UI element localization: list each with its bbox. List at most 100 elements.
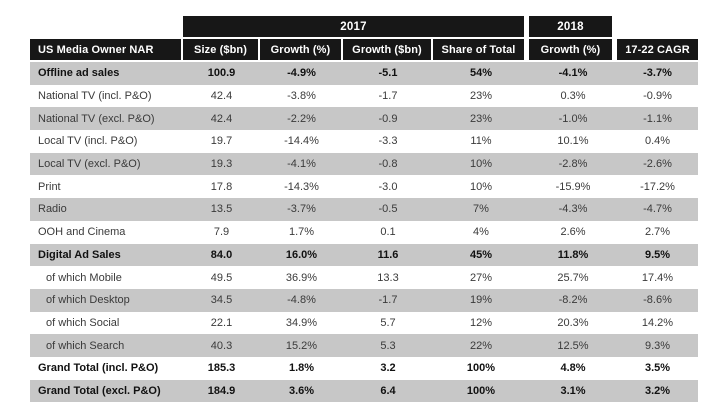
cell: 3.2 [380, 362, 396, 375]
cell: -4.1% [558, 67, 588, 80]
cell: 100.9 [207, 67, 236, 80]
cell: 45% [469, 248, 493, 261]
column-header-growth-pct-2017: Growth (%) [260, 39, 341, 60]
row-label: OOH and Cinema [38, 226, 126, 239]
cell: -8.2% [558, 294, 588, 307]
cell: 9.5% [644, 248, 671, 261]
row-label: of which Search [46, 339, 125, 352]
row-label: Local TV (excl. P&O) [38, 158, 141, 171]
cell: -2.6% [643, 158, 672, 171]
year-band-spacer [30, 16, 183, 37]
table-row: Radio 13.5 -3.7% -0.5 7% -4.3% -4.7% [30, 198, 698, 221]
cell: -0.5 [378, 203, 398, 216]
cell: 1.7% [288, 226, 315, 239]
cell: -15.9% [555, 180, 591, 193]
cell: -4.9% [287, 67, 316, 80]
table-row: Local TV (excl. P&O) 19.3 -4.1% -0.8 10% -2.8… [30, 152, 698, 176]
cell: 3.2% [644, 384, 671, 397]
table-row: Grand Total (excl. P&O) 184.9 3.6% 6.4 100% 3… [30, 379, 698, 403]
cell: 22.1 [210, 316, 233, 329]
cell: 13.3 [377, 271, 399, 284]
row-label: of which Desktop [46, 294, 130, 307]
cell: 14.2% [641, 316, 674, 329]
cell: 184.9 [207, 384, 236, 397]
column-header-growth-pct-2018: Growth (%) [529, 39, 612, 60]
cell: 19% [469, 294, 493, 307]
row-label: National TV (excl. P&O) [38, 112, 155, 125]
cell: 17.8 [210, 180, 233, 193]
year-band-2018-label: 2018 [557, 20, 584, 33]
table-row: OOH and Cinema 7.9 1.7% 0.1 4% 2.6% 2.7% [30, 220, 698, 244]
cell: 15.2% [285, 339, 318, 352]
table-row: of which Mobile 49.5 36.9% 13.3 27% 25.7% 17.4… [30, 266, 698, 289]
cell: 34.5 [210, 294, 233, 307]
table-row: Digital Ad Sales 84.0 16.0% 11.6 45% 11.8% 9.5… [30, 243, 698, 267]
cell: 5.3 [380, 339, 396, 352]
year-band-2017: 2017 [183, 16, 524, 37]
cell: 100% [466, 384, 496, 397]
cell: 11% [470, 135, 492, 148]
cell: 3.6% [288, 384, 315, 397]
cell: 23% [469, 90, 493, 103]
cell: 12.5% [557, 339, 589, 352]
cell: -1.7 [378, 90, 398, 103]
cell: 25.7% [557, 271, 589, 284]
cell: -0.9 [378, 112, 398, 125]
row-label: Digital Ad Sales [38, 248, 121, 261]
cell: 100% [466, 362, 496, 375]
cell: -3.0 [378, 180, 398, 193]
cell: 0.3% [560, 90, 586, 103]
cell: 3.1% [560, 384, 586, 397]
cell: -5.1 [378, 67, 398, 80]
cell: -14.3% [284, 180, 319, 193]
cell: 1.8% [288, 362, 315, 375]
cell: -3.8% [287, 90, 316, 103]
cell: -4.3% [558, 203, 588, 216]
media-owner-nar-table: 2017 2018 US Media Owner NAR Size ($bn) … [30, 16, 698, 403]
table-row: Grand Total (incl. P&O) 185.3 1.8% 3.2 100% 4… [30, 356, 698, 380]
cell: -1.1% [643, 112, 672, 125]
row-label: National TV (incl. P&O) [38, 90, 152, 103]
cell: 185.3 [207, 362, 236, 375]
cell: -1.7 [378, 294, 398, 307]
row-label: Radio [38, 203, 67, 216]
table-row: of which Social 22.1 34.9% 5.7 12% 20.3% 14.2% [30, 311, 698, 335]
cell: -2.8% [558, 158, 588, 171]
row-label: Print [38, 180, 61, 193]
cell: 7.9 [213, 226, 230, 239]
cell: -4.8% [287, 294, 316, 307]
cell: 10% [469, 180, 493, 193]
cell: -0.8 [378, 158, 398, 171]
table-row: National TV (excl. P&O) 42.4 -2.2% -0.9 23% -… [30, 107, 698, 131]
column-header-growth-bn: Growth ($bn) [343, 39, 431, 60]
cell: 36.9% [285, 271, 318, 284]
cell: 13.5 [210, 203, 233, 216]
cell: 42.4 [210, 90, 233, 103]
column-header-cagr: 17-22 CAGR [617, 39, 698, 60]
cell: 6.4 [380, 384, 396, 397]
cell: 40.3 [210, 339, 233, 352]
cell: 19.3 [210, 158, 233, 171]
cell: 16.0% [285, 248, 318, 261]
column-header-title: US Media Owner NAR [30, 39, 181, 60]
cell: 0.4% [644, 135, 671, 148]
cell: -1.0% [558, 112, 588, 125]
table-body: Offline ad sales 100.9 -4.9% -5.1 54% -4.1% -3… [30, 62, 698, 403]
cell: 2.6% [560, 226, 586, 239]
cell: -2.2% [287, 112, 316, 125]
cell: 19.7 [210, 135, 233, 148]
cell: 12% [469, 316, 493, 329]
cell: -14.4% [284, 135, 319, 148]
row-label: Offline ad sales [38, 67, 120, 80]
table-row: of which Search 40.3 15.2% 5.3 22% 12.5% 9.3% [30, 334, 698, 357]
year-band-2018: 2018 [529, 16, 612, 37]
cell: -17.2% [640, 180, 675, 193]
cell: 42.4 [210, 112, 233, 125]
row-label: Grand Total (excl. P&O) [38, 384, 161, 397]
cell: 2.7% [644, 226, 671, 239]
cell: 34.9% [285, 316, 318, 329]
cell: 10.1% [557, 135, 589, 148]
cell: 54% [469, 67, 493, 80]
cell: 84.0 [210, 248, 233, 261]
